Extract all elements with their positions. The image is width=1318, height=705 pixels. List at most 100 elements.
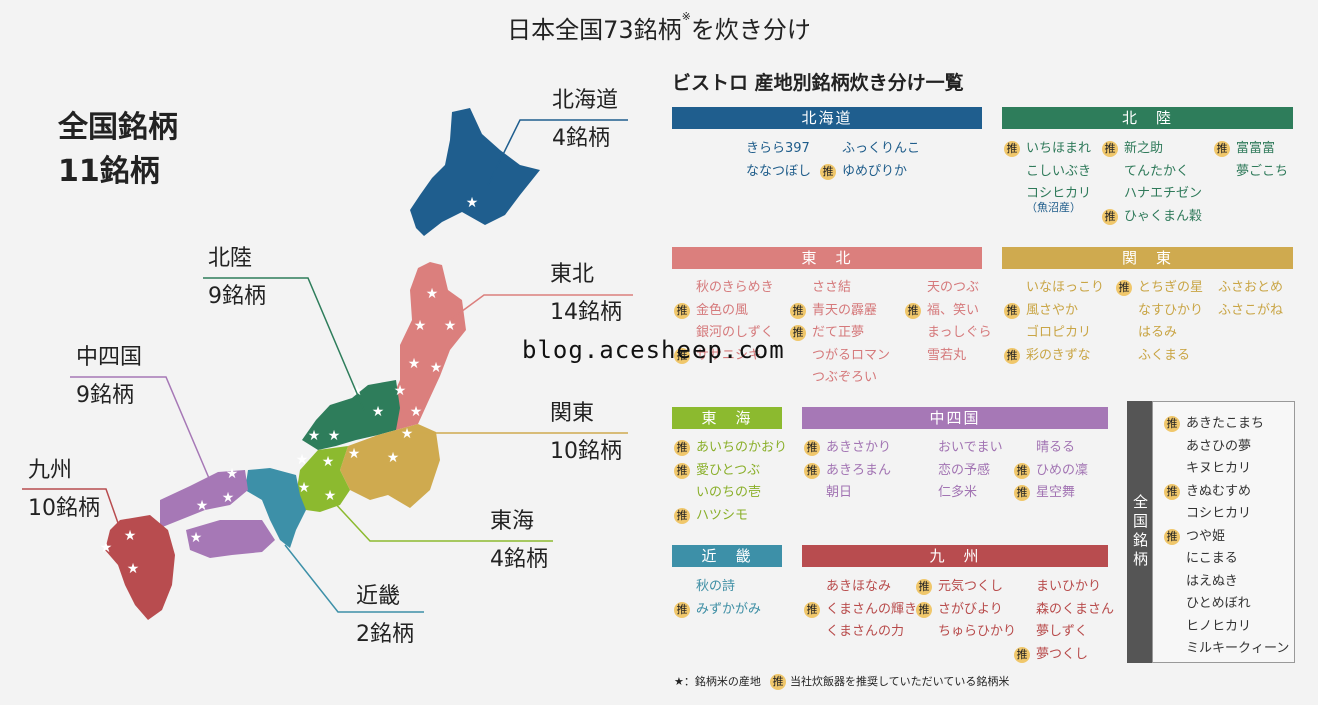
recommended-badge-icon: 推 bbox=[1164, 483, 1180, 500]
recommended-badge-icon: 推 bbox=[674, 462, 690, 479]
brand-item: てんたかく bbox=[1124, 163, 1190, 179]
svg-text:★: ★ bbox=[408, 356, 421, 372]
svg-text:★: ★ bbox=[296, 452, 309, 468]
map-region-hokuriku bbox=[302, 380, 400, 450]
recommended-badge-icon: 推 bbox=[804, 440, 820, 456]
svg-text:★: ★ bbox=[410, 404, 423, 420]
brand-item: ふっくりんこ bbox=[842, 141, 921, 156]
recommended-badge-icon: 推 bbox=[1116, 280, 1132, 296]
brand-item: 推福、笑い bbox=[905, 300, 991, 323]
section-header-kanto: 関 東 bbox=[1002, 247, 1293, 269]
section-header-kyushu: 九 州 bbox=[802, 545, 1108, 567]
recommended-badge-icon: 推 bbox=[1102, 208, 1118, 225]
brand-item: ゴロピカリ bbox=[1026, 325, 1092, 340]
tohoku-col-3: 天のつぶ 推福、笑い まっしぐら 雪若丸 bbox=[905, 277, 991, 367]
brand-item: ふさこがね bbox=[1218, 302, 1284, 318]
recommended-badge-icon: 推 bbox=[770, 674, 786, 690]
svg-text:★: ★ bbox=[426, 286, 439, 302]
brand-item: コシヒカリ bbox=[1026, 186, 1092, 201]
brand-item: くまさんの力 bbox=[826, 624, 905, 639]
kyushu-col-1: あきほなみ 推くまさんの輝き くまさんの力 bbox=[804, 576, 917, 644]
section-header-kinki: 近 畿 bbox=[672, 545, 782, 567]
map-label-tohoku: 東北 14銘柄 bbox=[550, 262, 622, 325]
kanto-col-1: いなほっこり 推風さやか ゴロピカリ 推彩のきずな bbox=[1004, 277, 1104, 367]
kinki-col-1: 秋の詩 推みずかがみ bbox=[674, 576, 761, 621]
svg-text:★: ★ bbox=[190, 530, 203, 546]
kyushu-col-2: 推元気つくし 推さがびより ちゅらひかり bbox=[916, 576, 1016, 644]
recommended-badge-icon: 推 bbox=[804, 462, 820, 479]
tohoku-col-1: 秋のきらめき 推金色の風 銀河のしずく 推ササニシキ bbox=[674, 277, 774, 367]
hokkaido-col-1: きらら397 ななつぼし bbox=[724, 138, 811, 183]
recommended-badge-icon: 推 bbox=[804, 601, 820, 618]
recommended-badge-icon: 推 bbox=[1164, 416, 1180, 432]
brand-item: 晴るる bbox=[1036, 440, 1076, 455]
svg-text:★: ★ bbox=[124, 528, 137, 544]
japan-map: ★ ★★★ ★ ★★★ ★★★★ ★★ ★ ★ ★★ ★ ★★★★ ★★★ bbox=[22, 108, 633, 620]
recommended-badge-icon: 推 bbox=[674, 302, 690, 319]
brand-item: いのちの壱 bbox=[696, 485, 762, 500]
brand-item: ふくまる bbox=[1138, 347, 1191, 363]
brand-item: コシヒカリ bbox=[1186, 506, 1252, 521]
brand-item: 推ひめの凜 bbox=[1014, 460, 1088, 483]
recommended-badge-icon: 推 bbox=[1014, 646, 1030, 663]
chushikoku-col-2: おいでまい 恋の予感 仁多米 bbox=[916, 437, 1003, 505]
brand-item: ハナエチゼン bbox=[1124, 186, 1203, 201]
national-brands-heading: 全国銘柄 11銘柄 bbox=[58, 106, 178, 194]
brand-item: 推ゆめぴりか bbox=[820, 161, 920, 184]
brand-item: 推みずかがみ bbox=[674, 599, 761, 622]
recommended-badge-icon: 推 bbox=[1004, 302, 1020, 319]
svg-text:★: ★ bbox=[328, 428, 341, 444]
brand-item: ななつぼし bbox=[746, 163, 812, 179]
brand-item: 推ひゃくまん穀 bbox=[1102, 206, 1202, 229]
svg-text:★: ★ bbox=[127, 561, 140, 577]
brand-item: 推くまさんの輝き bbox=[804, 599, 917, 622]
svg-text:★: ★ bbox=[348, 446, 361, 462]
section-header-hokuriku: 北 陸 bbox=[1002, 107, 1293, 129]
brand-item: 推あきろまん bbox=[804, 460, 891, 483]
svg-text:★: ★ bbox=[298, 480, 311, 496]
tohoku-col-2: ささ結 推青天の霹靂 推だて正夢 つがるロマン つぶぞろい bbox=[790, 277, 890, 390]
brand-item: 推あいちのかおり bbox=[674, 437, 787, 460]
brand-item: 推だて正夢 bbox=[790, 322, 890, 345]
brand-item: ちゅらひかり bbox=[938, 624, 1017, 639]
recommended-badge-icon: 推 bbox=[1164, 528, 1180, 545]
brand-item: つぶぞろい bbox=[812, 370, 878, 385]
brand-item: 推つや姫 bbox=[1164, 526, 1289, 549]
map-region-tokai bbox=[296, 446, 350, 512]
svg-text:★: ★ bbox=[430, 360, 443, 376]
brand-item: ふさおとめ bbox=[1218, 280, 1284, 295]
brand-item: 推あきさかり bbox=[804, 437, 891, 460]
brand-item: 森のくまさん bbox=[1036, 601, 1115, 617]
recommended-badge-icon: 推 bbox=[1014, 462, 1030, 479]
table-title: ビストロ 産地別銘柄炊き分け一覧 bbox=[672, 72, 964, 94]
svg-text:★: ★ bbox=[414, 318, 427, 334]
map-label-kinki: 近畿 2銘柄 bbox=[356, 584, 414, 647]
brand-item: 天のつぶ bbox=[927, 280, 980, 295]
map-label-hokkaido: 北海道 4銘柄 bbox=[552, 88, 619, 151]
section-header-chushikoku: 中四国 bbox=[802, 407, 1108, 429]
recommended-badge-icon: 推 bbox=[1004, 141, 1020, 157]
brand-item: 推あきたこまち bbox=[1164, 413, 1289, 436]
brand-item: あきほなみ bbox=[826, 579, 892, 594]
brand-item: 推愛ひとつぶ bbox=[674, 460, 787, 483]
svg-text:★: ★ bbox=[444, 318, 457, 334]
tokai-col-1: 推あいちのかおり 推愛ひとつぶ いのちの壱 推ハツシモ bbox=[674, 437, 787, 527]
brand-item: こしいぶき bbox=[1026, 163, 1092, 179]
brand-item: 推風さやか bbox=[1004, 300, 1104, 323]
hokuriku-col-3: 推富富富 夢ごこち bbox=[1214, 138, 1288, 183]
brand-item: 推富富富 bbox=[1214, 138, 1288, 161]
recommended-badge-icon: 推 bbox=[674, 440, 690, 456]
recommended-badge-icon: 推 bbox=[1214, 141, 1230, 157]
svg-text:★: ★ bbox=[322, 454, 335, 470]
brand-item: 仁多米 bbox=[938, 485, 978, 500]
svg-text:★: ★ bbox=[324, 488, 337, 504]
svg-text:★: ★ bbox=[308, 428, 321, 444]
brand-item: なすひかり bbox=[1138, 302, 1204, 318]
legend-recommended: 推当社炊飯器を推奨していただいている銘柄米 bbox=[770, 673, 1009, 691]
section-header-national: 全国銘柄 bbox=[1127, 401, 1153, 663]
map-region-kanto bbox=[340, 424, 440, 508]
brand-item: 推彩のきずな bbox=[1004, 345, 1104, 368]
section-header-tokai: 東 海 bbox=[672, 407, 782, 429]
svg-text:★: ★ bbox=[466, 195, 479, 211]
recommended-badge-icon: 推 bbox=[1102, 141, 1118, 157]
